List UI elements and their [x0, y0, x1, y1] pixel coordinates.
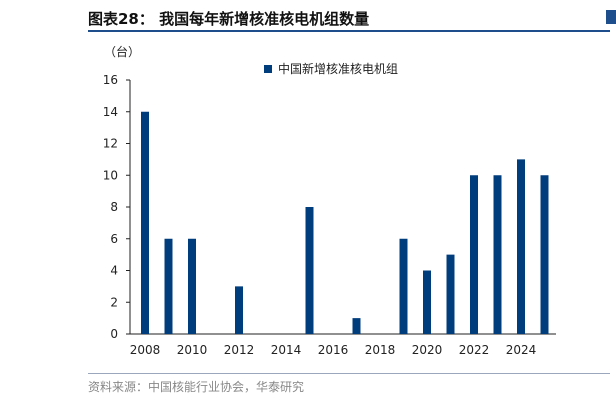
legend-swatch — [264, 65, 272, 73]
y-tick-label: 8 — [110, 200, 118, 214]
adjacent-page-marker — [606, 10, 616, 24]
bar-2021 — [446, 254, 455, 334]
x-tick-label: 2012 — [224, 343, 255, 357]
bar-2012 — [235, 286, 243, 334]
y-tick-label: 0 — [110, 327, 118, 341]
y-tick-label: 6 — [110, 232, 118, 246]
legend-label: 中国新增核准核电机组 — [278, 61, 398, 76]
bar-2009 — [164, 238, 173, 334]
bar-2017 — [352, 318, 361, 334]
header-rule — [88, 30, 610, 32]
bar-2023 — [493, 175, 502, 334]
y-tick-label: 12 — [103, 137, 118, 151]
y-axis-unit-label: （台） — [104, 44, 140, 59]
bar-2019 — [399, 238, 408, 334]
figure-header: 图表28： 我国每年新增核准核电机组数量 — [0, 0, 610, 32]
x-tick-label: 2022 — [459, 343, 490, 357]
footer-rule — [88, 373, 610, 374]
bar-2020 — [423, 270, 431, 334]
bar-2010 — [188, 238, 196, 334]
y-tick-label: 2 — [110, 295, 118, 309]
figure-title: 图表28： 我国每年新增核准核电机组数量 — [88, 10, 370, 28]
x-tick-label: 2014 — [271, 343, 302, 357]
bar-2024 — [517, 159, 525, 334]
x-tick-label: 2016 — [318, 343, 349, 357]
x-tick-label: 2024 — [506, 343, 537, 357]
y-tick-label: 14 — [103, 105, 118, 119]
x-tick-label: 2018 — [365, 343, 396, 357]
bar-chart: （台） 0 2 4 6 8 10 12 14 16 2008 2010 2012 2014 2016 2018… — [103, 44, 556, 357]
bar-2025 — [540, 175, 549, 334]
x-tick-label: 2008 — [130, 343, 161, 357]
bar-2022 — [470, 175, 478, 334]
x-tick-label: 2020 — [412, 343, 443, 357]
x-tick-label: 2010 — [177, 343, 208, 357]
y-tick-label: 4 — [110, 264, 118, 278]
bar-2015 — [305, 207, 314, 334]
y-tick-label: 10 — [103, 168, 118, 182]
y-tick-label: 16 — [103, 73, 118, 87]
source-note: 资料来源：中国核能行业协会，华泰研究 — [88, 380, 305, 394]
bar-2008 — [141, 111, 149, 334]
